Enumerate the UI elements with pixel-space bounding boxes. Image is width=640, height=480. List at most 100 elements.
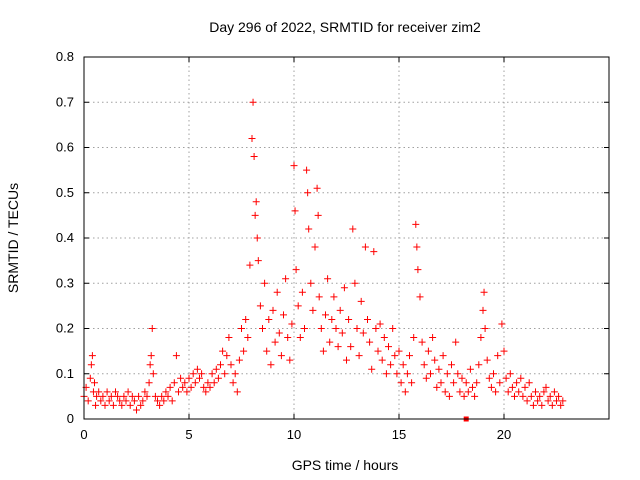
data-point: [498, 320, 506, 328]
data-point: [160, 397, 168, 405]
data-point: [454, 370, 462, 378]
data-point: [424, 347, 432, 355]
data-point: [212, 365, 220, 373]
data-point: [334, 343, 342, 351]
data-point: [286, 356, 294, 364]
data-point: [314, 211, 322, 219]
data-point: [480, 288, 488, 296]
y-tick-label: 0.1: [56, 366, 74, 381]
data-point: [301, 325, 308, 332]
data-point: [156, 401, 164, 409]
grid-lines: [84, 57, 609, 419]
data-point: [553, 397, 560, 405]
y-tick-label: 0.5: [56, 185, 74, 200]
data-point: [116, 397, 124, 405]
data-point: [227, 361, 235, 369]
data-point: [130, 397, 138, 405]
chart-title: Day 296 of 2022, SRMTID for receiver zim…: [209, 19, 481, 35]
data-point: [513, 379, 521, 387]
data-point: [366, 338, 374, 346]
data-point: [345, 315, 353, 323]
data-point: [494, 352, 502, 360]
data-point: [479, 306, 487, 314]
data-point: [158, 392, 166, 400]
data-point: [492, 388, 500, 396]
data-point: [324, 275, 332, 283]
data-point: [259, 325, 266, 332]
data-point: [410, 334, 418, 342]
data-point: [313, 184, 321, 192]
data-point: [271, 338, 279, 346]
data-point: [126, 401, 134, 409]
data-point: [351, 279, 359, 287]
data-point: [548, 401, 556, 409]
data-point: [462, 379, 470, 387]
data-point: [145, 379, 153, 387]
data-point: [87, 361, 95, 369]
data-point: [252, 198, 260, 206]
data-point: [420, 361, 428, 369]
data-point: [235, 356, 243, 364]
data-point: [254, 257, 262, 265]
data-point: [416, 293, 424, 301]
data-point: [397, 379, 405, 387]
data-point: [357, 297, 365, 305]
data-point: [170, 379, 178, 387]
data-point: [261, 279, 269, 287]
data-point: [250, 153, 258, 161]
data-point: [120, 392, 128, 400]
x-tick-label: 5: [185, 427, 192, 442]
data-point: [368, 365, 376, 373]
data-point: [256, 302, 264, 310]
y-tick-label: 0.2: [56, 321, 74, 336]
y-tick-label: 0.6: [56, 140, 74, 155]
data-point: [263, 347, 271, 355]
data-point: [244, 334, 252, 342]
data-point: [183, 388, 191, 396]
data-point: [124, 388, 132, 396]
data-point: [408, 379, 416, 387]
data-point: [391, 352, 399, 360]
data-point: [336, 306, 344, 314]
data-point: [414, 266, 422, 274]
data-point: [143, 392, 151, 400]
data-point: [242, 315, 250, 323]
data-point: [246, 261, 254, 269]
y-tick-label: 0: [67, 411, 74, 426]
data-point: [458, 374, 466, 382]
axis-ticks: 0 5 10 15 20 0 0.1 0.2 0.3 0.4 0.5 0.6 0.7 0.8: [56, 49, 609, 442]
data-point: [181, 379, 189, 387]
data-point: [114, 392, 122, 400]
data-point: [418, 338, 426, 346]
data-point: [208, 370, 216, 378]
data-point: [112, 388, 119, 396]
data-point: [280, 311, 287, 319]
data-point: [164, 392, 172, 400]
data-point: [517, 374, 525, 382]
data-point: [191, 379, 199, 387]
x-tick-label: 20: [497, 427, 511, 442]
data-point: [317, 325, 325, 332]
data-point: [251, 211, 259, 219]
data-point: [149, 370, 157, 378]
data-point: [92, 401, 100, 409]
y-axis-label: SRMTID / TECUs: [5, 183, 21, 293]
data-point: [443, 370, 451, 378]
data-point: [147, 352, 155, 360]
data-point: [137, 401, 145, 409]
data-point: [238, 325, 245, 332]
data-point: [475, 361, 483, 369]
data-point: [240, 347, 248, 355]
data-point: [139, 397, 147, 405]
data-point: [288, 320, 296, 328]
data-point: [380, 334, 388, 342]
data-point: [269, 306, 277, 314]
data-point: [154, 397, 161, 405]
data-point: [481, 325, 489, 332]
data-point: [364, 315, 371, 323]
plot-frame: [83, 56, 610, 420]
data-point: [502, 374, 510, 382]
data-point: [315, 293, 323, 301]
data-point: [445, 392, 453, 400]
